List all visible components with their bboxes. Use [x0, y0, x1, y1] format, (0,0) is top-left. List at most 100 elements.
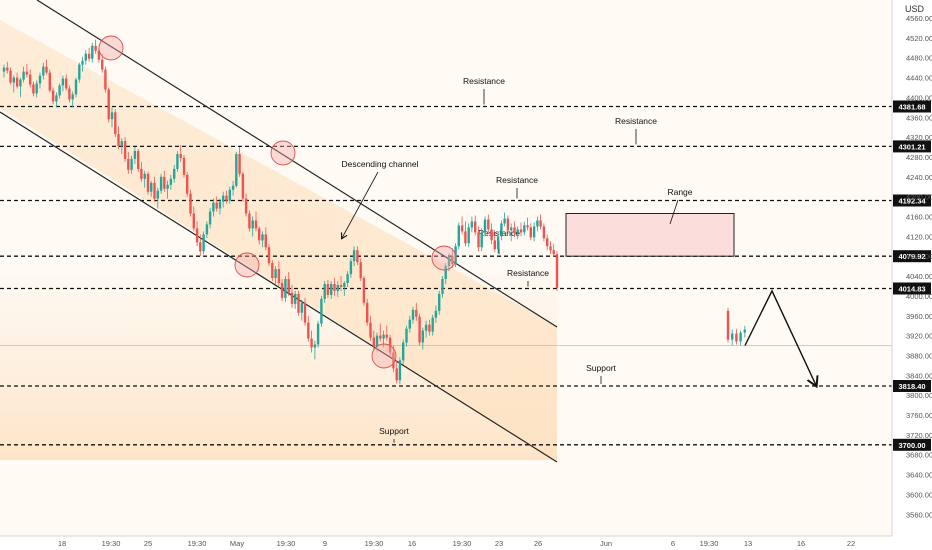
level-annotation: Resistance: [478, 228, 520, 238]
candle: [199, 234, 202, 257]
candle: [6, 61, 9, 74]
candle: [19, 77, 22, 98]
candle: [343, 281, 346, 296]
candle: [9, 67, 12, 85]
price-tick-label: 4080.00: [906, 252, 932, 261]
candle: [316, 320, 320, 348]
price-tick-label: 3880.00: [906, 351, 932, 360]
level-line: 3818.40 Support: [0, 363, 931, 392]
candle: [231, 180, 235, 196]
candle: [726, 307, 730, 343]
time-tick-label: 19:30: [277, 539, 296, 548]
candle: [32, 81, 35, 97]
level-line: 4014.83 Resistance: [0, 268, 931, 295]
candle: [179, 145, 182, 162]
candle: [421, 327, 424, 350]
price-tick-label: 4120.00: [906, 232, 932, 241]
channel-layer: [0, 0, 735, 463]
candle: [140, 161, 143, 182]
candle: [114, 109, 117, 138]
candle: [22, 66, 25, 83]
level-price-label: 4381.68: [898, 103, 925, 112]
candle: [45, 59, 48, 75]
candle: [238, 147, 241, 177]
channel-label-pointer: [342, 171, 379, 238]
candle: [244, 193, 248, 217]
time-tick-label: 19:30: [102, 539, 121, 548]
candle: [78, 62, 81, 83]
level-price-label: 3818.40: [898, 382, 925, 391]
candle: [356, 246, 359, 266]
price-tick-label: 3960.00: [906, 312, 932, 321]
candle: [303, 297, 307, 326]
price-tick-label: 3560.00: [906, 510, 932, 519]
candle: [441, 276, 444, 298]
price-tick-label: 4320.00: [906, 133, 932, 142]
candle: [218, 198, 222, 215]
candle: [215, 196, 218, 212]
candle: [42, 62, 45, 80]
candle: [336, 281, 339, 297]
candle: [735, 328, 738, 345]
candle: [156, 187, 159, 209]
time-axis[interactable]: 18 19:30 25 19:30 May 19:30 9 19:30 16 19:30 23 26 J…: [0, 535, 892, 548]
price-tick-label: 4440.00: [906, 74, 932, 83]
time-tick-label: 23: [495, 539, 503, 548]
level-price-label: 4192.34: [898, 197, 926, 206]
candle: [320, 295, 323, 327]
touch-point-circle: [234, 252, 260, 278]
candle: [408, 315, 411, 333]
candle: [29, 69, 32, 88]
time-tick-label: 19:30: [453, 539, 472, 548]
candle: [307, 315, 310, 342]
level-price-tag: [893, 380, 931, 392]
range-label: Range: [667, 187, 692, 197]
price-tick-label: 4200.00: [906, 193, 932, 202]
candle: [166, 180, 169, 199]
candle: [284, 276, 287, 302]
candle: [133, 147, 137, 164]
candle: [444, 263, 447, 284]
candle: [25, 63, 29, 78]
candle: [58, 83, 61, 99]
candle: [12, 75, 15, 93]
touch-point-circle: [431, 245, 457, 271]
price-axis[interactable]: USD 3560.003600.003640.003680.003720.003…: [891, 0, 932, 536]
candle: [91, 42, 94, 63]
candle: [349, 258, 353, 278]
candle: [536, 216, 539, 232]
level-line: 3700.00 Support: [0, 426, 931, 451]
level-price-tag: [893, 438, 931, 451]
price-tick-label: 3920.00: [906, 332, 932, 341]
candle: [280, 279, 284, 301]
time-tick-label: 22: [847, 539, 855, 548]
candle: [87, 47, 91, 62]
candle: [346, 271, 349, 287]
price-tick-label: 3720.00: [906, 431, 932, 440]
candle: [254, 211, 258, 232]
candle: [120, 138, 123, 154]
currency-label: USD: [905, 4, 925, 14]
projection-path: [744, 289, 816, 385]
candle: [359, 258, 362, 281]
candle: [35, 80, 38, 98]
candle: [532, 222, 536, 242]
candle: [123, 137, 127, 162]
candle: [241, 171, 245, 202]
candle: [490, 223, 493, 245]
candle: [352, 246, 356, 267]
candle: [474, 215, 477, 236]
candle: [405, 325, 408, 347]
candle: [369, 315, 372, 341]
candle: [173, 164, 176, 183]
candle: [487, 214, 490, 233]
level-line: 4381.68 Resistance: [0, 76, 931, 113]
candle: [107, 87, 110, 123]
candle: [477, 226, 480, 252]
candle: [372, 330, 375, 351]
candle: [431, 314, 434, 336]
candle: [313, 340, 317, 360]
candle: [117, 126, 120, 149]
candle: [424, 320, 428, 338]
candle: [385, 325, 388, 341]
